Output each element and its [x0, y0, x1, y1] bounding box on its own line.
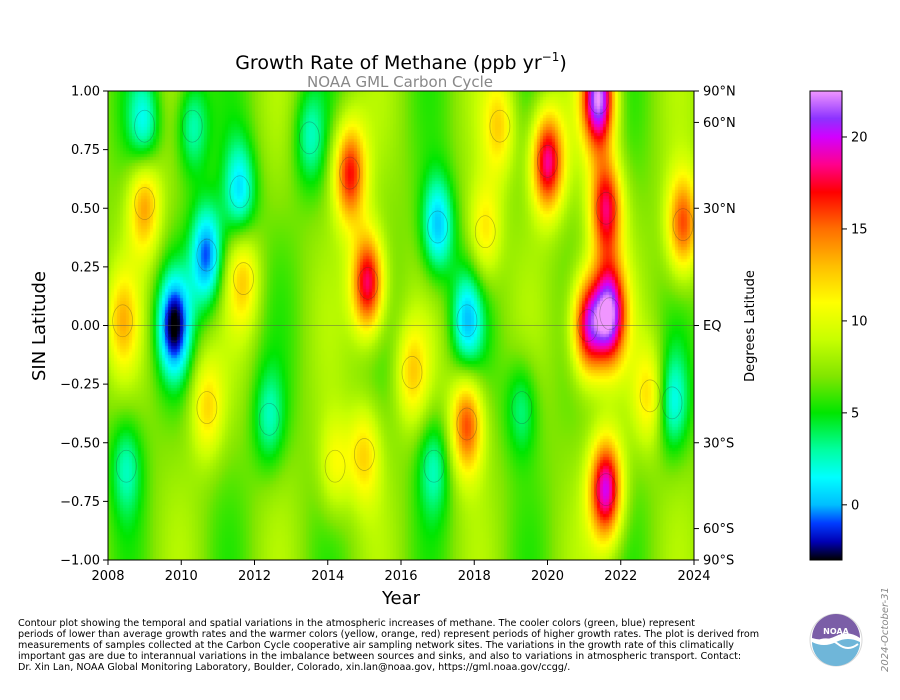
- heatmap-feature-31: [324, 449, 346, 483]
- right-tick-label-3: EQ: [703, 319, 721, 334]
- heatmap-feature-3: [163, 309, 185, 342]
- plot-area: [108, 91, 694, 560]
- y-tick-label-7: 0.75: [71, 143, 100, 158]
- caption-line-4: important gas are due to interannual var…: [18, 651, 742, 662]
- chart-title-superscript: −1: [542, 50, 560, 64]
- x-tick-label-2008: 2008: [91, 569, 124, 584]
- caption-line-3: measurements of samples collected at the…: [18, 640, 734, 651]
- heatmap-feature-21: [233, 262, 254, 295]
- right-tick-label-0: 90°N: [703, 85, 736, 100]
- right-tick-label-1: 60°N: [703, 116, 736, 131]
- x-tick-label-2016: 2016: [384, 569, 417, 584]
- heatmap-feature-30: [639, 379, 661, 413]
- colorbar-tick-label-20: 20: [851, 130, 868, 145]
- heatmap-feature-17: [661, 386, 683, 420]
- y-axis-right: 90°N 60°N 30°N EQ 30°S 60°S 90°S: [694, 85, 736, 569]
- heatmap-feature-18: [196, 391, 218, 424]
- heatmap-feature-7: [456, 304, 478, 338]
- figure-caption: Contour plot showing the temporal and sp…: [18, 618, 788, 673]
- colorbar-ticks: 0 5 10 15 20: [842, 130, 868, 513]
- y-axis-left: −1.00 −0.75 −0.50 −0.25 0.00 0.25 0.50 0.75 1.00: [60, 85, 108, 569]
- x-tick-label-2014: 2014: [311, 569, 344, 584]
- heatmap-feature-12: [595, 191, 617, 225]
- heatmap-feature-19: [134, 187, 155, 220]
- heatmap-feature-23: [258, 402, 280, 436]
- heatmap-feature-20: [112, 304, 134, 338]
- colorbar-tick-label-5: 5: [851, 406, 859, 421]
- heatmap-feature-11: [577, 309, 599, 342]
- heatmap-feature-9: [474, 215, 496, 249]
- caption-line-5: Dr. Xin Lan, NOAA Global Monitoring Labo…: [18, 662, 571, 673]
- heatmap-features: [112, 91, 694, 506]
- heatmap-feature-14: [588, 91, 610, 115]
- colorbar-tick-label-10: 10: [851, 314, 868, 329]
- right-tick-label-2: 30°N: [703, 202, 736, 217]
- x-tick-label-2024: 2024: [677, 569, 710, 584]
- x-tick-label-2018: 2018: [458, 569, 491, 584]
- x-tick-label-2020: 2020: [531, 569, 564, 584]
- chart-title-main: Growth Rate of Methane (ppb yr: [235, 52, 542, 74]
- x-axis-label: Year: [381, 588, 421, 609]
- heatmap-feature-32: [299, 121, 320, 155]
- y-tick-label-3: −0.25: [60, 378, 100, 393]
- heatmap-feature-2: [354, 438, 375, 471]
- heatmap-feature-15: [595, 473, 617, 506]
- heatmap-feature-25: [181, 109, 203, 143]
- heatmap-feature-28: [511, 391, 533, 424]
- heatmap-feature-0: [339, 156, 361, 190]
- y-axis-label: SIN Latitude: [29, 271, 50, 381]
- colorbar: [809, 90, 843, 561]
- y-tick-label-8: 1.00: [71, 85, 100, 100]
- heatmap-feature-4: [196, 238, 218, 272]
- heatmap-feature-22: [115, 449, 137, 483]
- x-tick-label-2010: 2010: [165, 569, 198, 584]
- date-stamp: 2024-October-31: [880, 587, 891, 672]
- right-tick-label-5: 60°S: [703, 522, 734, 537]
- chart-title: Growth Rate of Methane (ppb yr−1): [235, 50, 567, 74]
- heatmap-feature-1: [357, 266, 379, 300]
- heatmap-feature-8: [456, 407, 478, 441]
- y-tick-label-1: −0.75: [60, 495, 100, 510]
- heatmap-canvas: [108, 91, 694, 560]
- heatmap-feature-26: [401, 356, 423, 389]
- colorbar-tick-label-0: 0: [851, 498, 859, 513]
- y-tick-label-4: 0.00: [71, 319, 100, 334]
- caption-line-2: periods of lower than average growth rat…: [18, 629, 760, 640]
- heatmap-feature-5: [229, 175, 251, 209]
- y-axis-right-label: Degrees Latitude: [743, 270, 758, 382]
- right-tick-label-4: 30°S: [703, 436, 734, 451]
- x-tick-label-2022: 2022: [604, 569, 637, 584]
- y-tick-label-2: −0.50: [60, 436, 100, 451]
- chart-title-suffix: ): [559, 52, 566, 74]
- noaa-logo-text: NOAA: [823, 627, 849, 636]
- chart-subtitle: NOAA GML Carbon Cycle: [307, 73, 493, 91]
- heatmap-feature-10: [537, 145, 558, 178]
- y-tick-label-6: 0.50: [71, 202, 100, 217]
- heatmap-feature-6: [427, 210, 448, 244]
- heatmap-feature-24: [134, 109, 155, 143]
- caption-line-1: Contour plot showing the temporal and sp…: [18, 618, 695, 629]
- heatmap-feature-16: [672, 208, 694, 242]
- y-tick-label-0: −1.00: [60, 554, 100, 569]
- heatmap-feature-29: [489, 109, 511, 143]
- right-tick-label-6: 90°S: [703, 554, 734, 569]
- heatmap-feature-27: [423, 449, 445, 483]
- heatmap-feature-13: [599, 297, 621, 331]
- noaa-logo: NOAA: [809, 613, 863, 667]
- x-tick-label-2012: 2012: [238, 569, 271, 584]
- y-tick-label-5: 0.25: [71, 260, 100, 275]
- x-axis: 2008 2010 2012 2014 2016 2018 2020 2022 2024: [91, 560, 711, 584]
- colorbar-tick-label-15: 15: [851, 222, 868, 237]
